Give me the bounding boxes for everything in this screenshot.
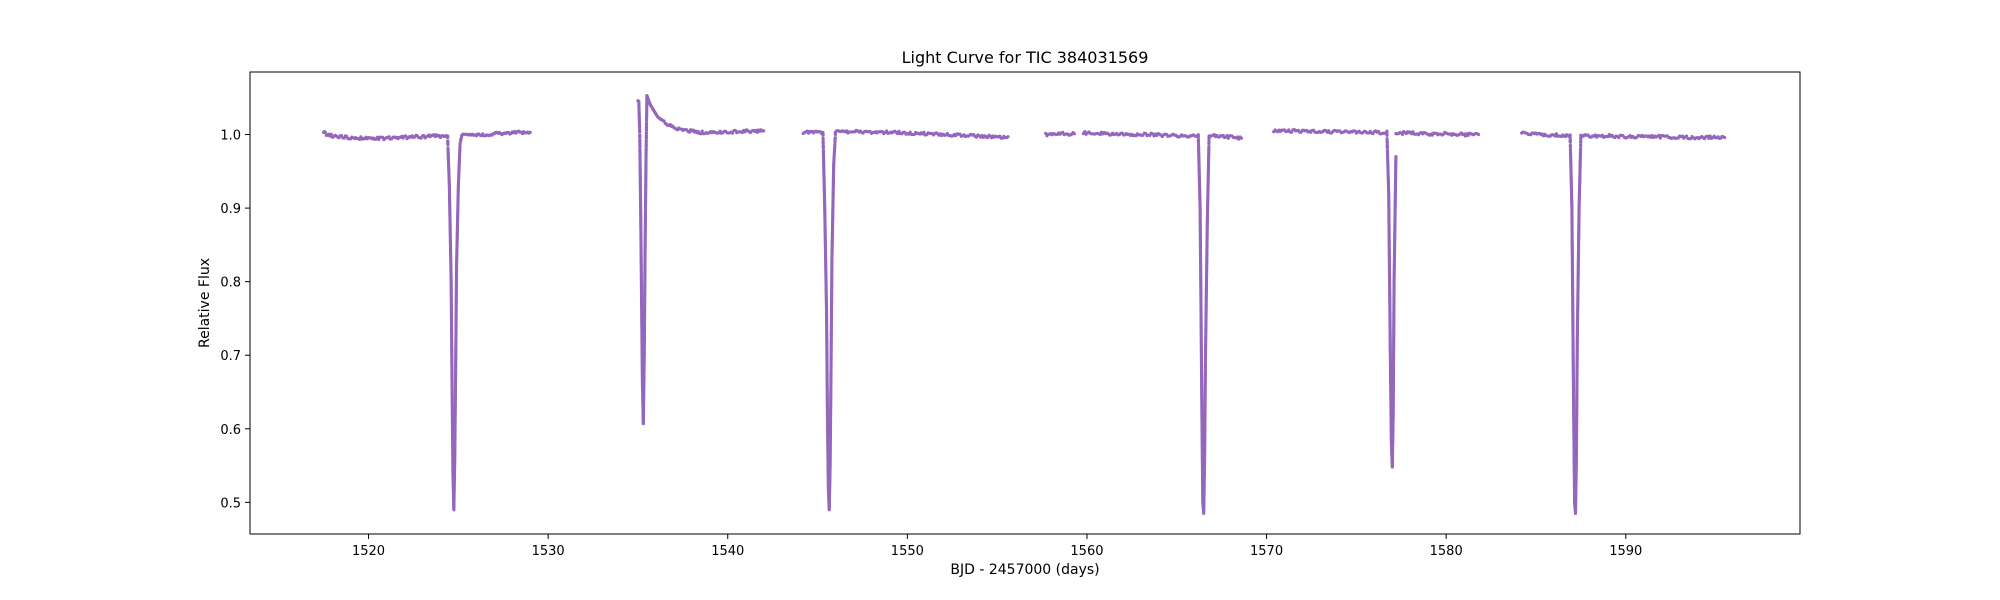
- data-point: [833, 143, 836, 146]
- y-tick-label: 1.0: [220, 129, 241, 144]
- x-tick-label: 1590: [1609, 544, 1642, 559]
- data-point: [330, 133, 333, 136]
- x-tick-label: 1570: [1250, 544, 1283, 559]
- data-point: [834, 136, 837, 139]
- y-tick-label: 0.5: [220, 496, 241, 511]
- data-point: [1477, 133, 1480, 136]
- y-tick-label: 0.9: [220, 202, 241, 217]
- data-point: [1579, 144, 1582, 147]
- x-tick-label: 1560: [1070, 544, 1103, 559]
- data-point: [1240, 137, 1243, 140]
- data-point: [1385, 134, 1388, 137]
- y-tick-label: 0.8: [220, 276, 241, 291]
- data-point: [833, 146, 836, 149]
- y-axis-label: Relative Flux: [197, 258, 213, 348]
- data-point: [1579, 147, 1582, 150]
- data-point: [922, 131, 925, 134]
- data-point: [821, 134, 824, 137]
- x-tick-label: 1580: [1430, 544, 1463, 559]
- data-point: [1394, 155, 1397, 158]
- data-point: [638, 130, 641, 133]
- data-point: [446, 143, 449, 146]
- x-tick-label: 1550: [891, 544, 924, 559]
- data-point: [458, 145, 461, 148]
- data-point: [762, 129, 765, 132]
- data-point: [1569, 141, 1572, 144]
- data-point: [833, 140, 836, 143]
- x-tick-label: 1520: [352, 544, 385, 559]
- data-point: [446, 136, 449, 139]
- data-point: [1073, 132, 1076, 135]
- data-point: [1006, 135, 1009, 138]
- x-tick-label: 1530: [532, 544, 565, 559]
- data-point: [324, 131, 327, 134]
- y-tick-label: 0.6: [220, 423, 241, 438]
- x-tick-label: 1540: [711, 544, 744, 559]
- chart-title: Light Curve for TIC 384031569: [902, 48, 1149, 67]
- data-point: [1207, 145, 1210, 148]
- data-point: [638, 145, 641, 148]
- data-point: [1723, 136, 1726, 139]
- data-point: [822, 146, 825, 149]
- x-axis-label: BJD - 2457000 (days): [950, 562, 1099, 578]
- data-point: [529, 131, 532, 134]
- y-tick-label: 0.7: [220, 349, 241, 364]
